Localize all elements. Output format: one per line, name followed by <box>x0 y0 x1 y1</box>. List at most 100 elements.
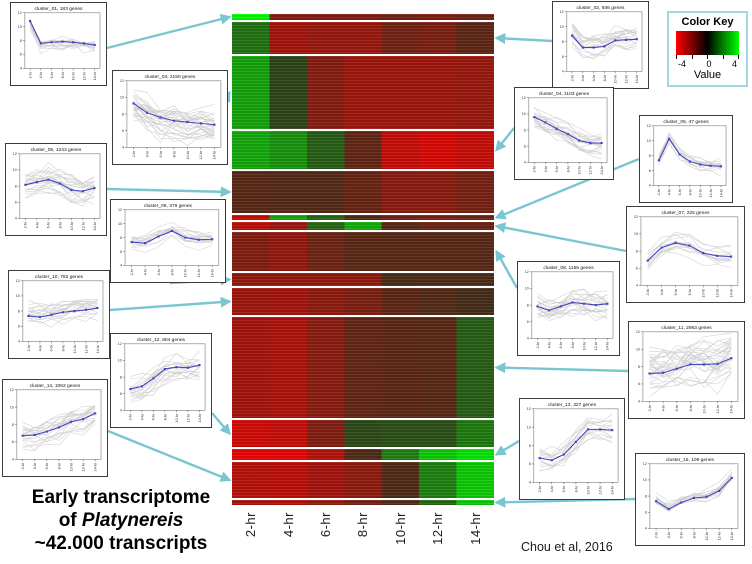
cluster-plot-svg: cluster_07, 225 genes 12 10 8 6 4 2-hr 4-hr 6-hr… <box>634 210 739 297</box>
mini-plot-x-tick-label: 12-hr <box>594 341 598 350</box>
cluster-panel-cluster_04: cluster_04, 1103 genes 12 10 8 6 4 2-hr 4-hr 6-h… <box>514 87 614 180</box>
mini-plot-x-tick-label: 8-hr <box>688 288 692 295</box>
heatmap-band-cluster_12 <box>232 420 494 447</box>
mini-plot-y-tick-label: 4 <box>529 481 531 485</box>
cluster-panel-cluster_12: cluster_12, 804 genes 12 10 8 6 4 2-hr 4-hr 6-hr… <box>110 333 212 428</box>
mini-plot-y-tick-label: 6 <box>529 462 531 466</box>
mini-plot-x-tick-label: 2-hr <box>570 74 574 81</box>
connector-arrow-cluster_08 <box>495 249 519 289</box>
mini-plot-y-tick-label: 12 <box>560 10 564 14</box>
mini-plot-y-tick-label: 4 <box>638 400 640 404</box>
mini-plot-x-tick-label: 2-hr <box>646 288 650 295</box>
mini-plot-x-tick-label: 8-hr <box>692 531 696 538</box>
mini-plot-x-tick-label: 10-hr <box>175 413 179 422</box>
mini-plot-y-tick-label: 8 <box>122 112 124 116</box>
mini-plot-y-tick-label: 12 <box>13 152 17 156</box>
mini-plot-y-tick-label: 8 <box>20 39 22 43</box>
mini-plot-x-tick-label: 12-hr <box>716 404 720 413</box>
mini-plot-x-tick-label: 6-hr <box>559 341 563 348</box>
cluster-plot-svg: cluster_06, 47 genes 12 10 8 6 4 2-hr 4-hr 6-hr 8… <box>647 119 727 197</box>
heatmap-band-cluster_07 <box>232 222 494 230</box>
mini-plot-x-tick-label: 4-hr <box>547 341 551 348</box>
mini-plot-x-tick-label: 10-hr <box>69 462 73 471</box>
mini-plot-x-tick-label: 14-hr <box>635 74 639 83</box>
mini-plot-x-tick-label: 8-hr <box>57 462 61 469</box>
mini-plot-y-tick-label: 10 <box>560 25 564 29</box>
mini-plot-x-tick-label: 2-hr <box>657 188 661 195</box>
cluster-panel-cluster_05: cluster_05, 1243 genes 12 10 8 6 4 2-hr 4-hr 6-h… <box>5 143 107 236</box>
mini-plot-y-tick-label: 6 <box>636 266 638 270</box>
heatmap-band-cluster_06 <box>232 215 494 220</box>
mini-plot-y-tick-label: 12 <box>118 208 122 212</box>
connector-arrow-cluster_11 <box>494 362 629 374</box>
mini-plot-y-tick-label: 10 <box>118 359 122 363</box>
mini-plot-x-tick-label: 10-hr <box>699 188 703 197</box>
mini-plot-y-tick-label: 12 <box>16 279 20 283</box>
mini-plot-x-tick-label: 14-hr <box>606 341 610 350</box>
mini-plot-x-tick-label: 8-hr <box>688 188 692 195</box>
mini-plot-x-tick-label: 8-hr <box>603 74 607 81</box>
mini-plot-y-tick-label: 12 <box>120 79 124 83</box>
connector-arrow-cluster_14 <box>107 429 232 482</box>
cluster-panel-title: cluster_06, 47 genes <box>663 119 709 125</box>
heatmap-x-tick-label: 6-hr <box>318 512 334 538</box>
cluster-panel-title: cluster_02, 936 genes <box>577 5 626 11</box>
mini-plot-x-tick-label: 4-hr <box>581 74 585 81</box>
mini-plot-y-tick-label: 12 <box>527 407 531 411</box>
mini-plot-y-tick-label: 12 <box>522 96 526 100</box>
heatmap-band-cluster_10 <box>232 288 494 315</box>
mini-plot-x-tick-label: 2-hr <box>27 344 31 351</box>
heatmap-band-cluster_14 <box>232 462 494 498</box>
cluster-panel-title: cluster_14, 1062 genes <box>30 383 81 389</box>
heatmap-x-axis: 2-hr 4-hr 6-hr 8-hr 10-hr 12-hr 14-hr <box>232 512 494 562</box>
mini-plot-x-tick-label: 14-hr <box>730 404 734 413</box>
mini-plot-y-tick-label: 4 <box>18 340 20 344</box>
mini-plot-x-tick-label: 14-hr <box>600 165 604 174</box>
connector-arrow-cluster_05 <box>106 186 232 198</box>
mini-plot-y-tick-label: 10 <box>647 139 651 143</box>
mini-plot-y-tick-label: 4 <box>636 284 638 288</box>
mini-plot-x-tick-label: 12-hr <box>718 531 722 540</box>
cluster-panel-cluster_07: cluster_07, 225 genes 12 10 8 6 4 2-hr 4-hr 6-hr… <box>626 206 745 303</box>
mini-plot-x-tick-label: 6-hr <box>152 413 156 420</box>
cluster-panel-title: cluster_10, 782 genes <box>35 274 84 280</box>
mini-plot-x-tick-label: 4-hr <box>33 462 37 469</box>
color-key-tick-min: -4 <box>678 59 687 69</box>
cluster-plot-svg: cluster_03, 2150 genes 12 10 8 6 4 2-hr 4-hr 6-h… <box>120 74 222 159</box>
mini-plot-x-tick-label: 6-hr <box>47 221 51 228</box>
mini-plot-x-tick-label: 4-hr <box>140 413 144 420</box>
mini-plot-x-tick-label: 4-hr <box>668 188 672 195</box>
mini-plot-x-tick-label: 14-hr <box>730 531 734 540</box>
mini-plot-x-tick-label: 8-hr <box>172 150 176 157</box>
species-name: Platynereis <box>81 510 184 531</box>
cluster-panel-title: cluster_01, 183 genes <box>35 6 84 12</box>
connector-arrow-cluster_01 <box>106 13 232 50</box>
mini-plot-x-tick-label: 6-hr <box>45 462 49 469</box>
mini-plot-x-tick-label: 6-hr <box>592 74 596 81</box>
mini-plot-x-tick-label: 4-hr <box>143 268 147 275</box>
cluster-panel-cluster_08: cluster_08, 1155 genes 12 10 8 6 4 2-hr 4-hr 6-h… <box>517 261 620 356</box>
cluster-panel-title: cluster_15, 109 genes <box>666 457 715 463</box>
mini-plot-y-tick-label: 4 <box>649 184 651 188</box>
heatmap-band-cluster_15 <box>232 500 494 505</box>
mini-plot-x-tick-label: 4-hr <box>39 71 43 78</box>
cluster-plot-svg: cluster_01, 183 genes 12 10 8 6 4 2-hr 4-hr 6-hr… <box>18 6 101 80</box>
mini-plot-x-tick-label: 14-hr <box>730 288 734 297</box>
mini-plot-x-tick-label: 2-hr <box>132 150 136 157</box>
mini-plot-x-tick-label: 8-hr <box>61 344 65 351</box>
mini-plot-x-tick-label: 12-hr <box>624 74 628 83</box>
cluster-plot-svg: cluster_10, 782 genes 12 10 8 6 4 2-hr 4-hr 6-hr… <box>16 274 104 353</box>
mini-plot-x-tick-label: 10-hr <box>582 341 586 350</box>
mini-plot-y-tick-label: 8 <box>649 154 651 158</box>
cluster-panel-cluster_14: cluster_14, 1062 genes 12 10 8 6 4 2-hr 4-hr 6-h… <box>2 379 108 477</box>
color-key: Color Key -4 0 4 Value <box>667 11 748 87</box>
mini-plot-x-tick-label: 6-hr <box>50 71 54 78</box>
mini-plot-y-tick-label: 4 <box>645 527 647 531</box>
mini-plot-y-tick-label: 4 <box>12 458 14 462</box>
mini-plot-y-tick-label: 4 <box>122 146 124 150</box>
mini-plot-y-tick-label: 8 <box>636 249 638 253</box>
mini-plot-y-tick-label: 10 <box>522 112 526 116</box>
mini-plot-x-tick-label: 6-hr <box>159 150 163 157</box>
mini-plot-x-tick-label: 8-hr <box>574 485 578 492</box>
